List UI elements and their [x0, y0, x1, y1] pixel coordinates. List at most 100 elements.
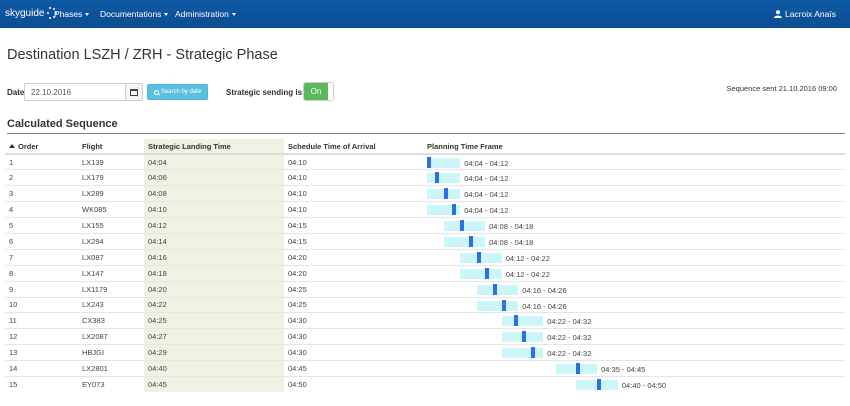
planning-time-frame-cell: 04:04 - 04:12: [423, 201, 845, 218]
strategic-landing-time-cell: 04:29: [144, 344, 284, 361]
schedule-time-of-arrival-cell: 04:30: [284, 328, 423, 345]
table-row[interactable]: 2 LX179 04:06 04:10 04:04 - 04:12: [5, 169, 845, 186]
time-frame-bar: [501, 316, 544, 327]
menu-phases-label: Phases: [54, 9, 83, 19]
planning-time-frame-cell: 04:22 - 04:32: [423, 312, 845, 329]
time-frame-bar: [443, 221, 486, 232]
order-cell: 7: [5, 248, 78, 266]
landing-time-marker: [451, 204, 456, 216]
flight-cell: LX294: [78, 232, 144, 250]
table-row[interactable]: 1 LX139 04:04 04:10 04:04 - 04:12: [5, 154, 845, 170]
planning-time-frame-cell: 04:40 - 04:50: [423, 375, 845, 393]
header-flight[interactable]: Flight: [78, 139, 144, 155]
schedule-time-of-arrival-cell: 04:45: [284, 360, 423, 377]
planning-time-frame-cell: 04:04 - 04:12: [423, 185, 845, 202]
menu-phases[interactable]: Phases: [54, 9, 90, 19]
skyguide-logo-icon: [47, 7, 58, 19]
search-by-date-button[interactable]: Search by date: [147, 84, 208, 100]
schedule-time-of-arrival-cell: 04:10: [284, 201, 423, 218]
toggle-handle: [328, 83, 333, 100]
time-frame-bar: [427, 205, 461, 216]
date-field[interactable]: [24, 83, 126, 101]
table-row[interactable]: 7 LX087 04:16 04:20 04:12 - 04:22: [5, 248, 845, 266]
strategic-landing-time-cell: 04:18: [144, 264, 284, 282]
time-frame-label: 04:08 - 04:18: [489, 237, 534, 247]
header-planning-time-frame[interactable]: Planning Time Frame: [423, 139, 845, 155]
table-row[interactable]: 12 LX2087 04:27 04:30 04:22 - 04:32: [5, 328, 845, 345]
date-label: Date: [7, 88, 25, 97]
brand[interactable]: skyguide: [5, 7, 58, 19]
table-row[interactable]: 14 LX2801 04:40 04:45 04:35 - 04:45: [5, 360, 845, 377]
time-frame-bar: [476, 300, 519, 311]
landing-time-marker: [576, 363, 581, 375]
order-cell: 3: [5, 185, 78, 202]
table-row[interactable]: 4 WK085 04:10 04:10 04:04 - 04:12: [5, 201, 845, 218]
table-row[interactable]: 8 LX147 04:18 04:20 04:12 - 04:22: [5, 264, 845, 282]
table-row[interactable]: 6 LX294 04:14 04:15 04:08 - 04:18: [5, 232, 845, 250]
menu-administration[interactable]: Administration: [175, 9, 236, 19]
table-row[interactable]: 15 EY073 04:45 04:50 04:40 - 04:50: [5, 375, 845, 393]
time-frame-bar: [460, 268, 502, 279]
flight-cell: WK085: [78, 201, 144, 218]
time-frame-label: 04:04 - 04:12: [464, 159, 509, 168]
landing-time-marker: [468, 235, 473, 247]
schedule-time-of-arrival-cell: 04:30: [284, 344, 423, 361]
planning-time-frame-cell: 04:16 - 04:26: [423, 296, 845, 313]
landing-time-marker: [443, 188, 448, 200]
header-schedule-time-of-arrival[interactable]: Schedule Time of Arrival: [284, 139, 423, 155]
schedule-time-of-arrival-cell: 04:15: [284, 232, 423, 250]
table-row[interactable]: 9 LX1179 04:20 04:25 04:16 - 04:26: [5, 280, 845, 298]
time-frame-bar: [427, 173, 461, 184]
table-row[interactable]: 11 CX383 04:25 04:30 04:22 - 04:32: [5, 312, 845, 329]
search-button-label: Search by date: [160, 89, 202, 95]
time-frame-bar: [476, 284, 519, 295]
sequence-sent-status: Sequence sent 21.10.2016 09:00: [726, 84, 837, 93]
time-frame-label: 04:12 - 04:22: [505, 269, 550, 279]
strategic-landing-time-cell: 04:12: [144, 217, 284, 234]
landing-time-marker: [476, 251, 481, 263]
landing-time-marker: [460, 220, 465, 232]
header-strategic-landing-time[interactable]: Strategic Landing Time: [144, 139, 284, 155]
time-frame-bar: [501, 348, 544, 359]
time-frame-label: 04:04 - 04:12: [464, 190, 509, 200]
table-row[interactable]: 3 LX289 04:08 04:10 04:04 - 04:12: [5, 185, 845, 202]
flight-cell: CX383: [78, 312, 144, 329]
menu-administration-label: Administration: [175, 9, 229, 19]
time-frame-label: 04:35 - 04:45: [601, 365, 646, 375]
table-row[interactable]: 13 HBJGI 04:29 04:30 04:22 - 04:32: [5, 344, 845, 361]
strategic-landing-time-cell: 04:10: [144, 201, 284, 218]
strategic-sending-toggle[interactable]: On: [303, 82, 334, 101]
order-cell: 10: [5, 296, 78, 313]
sort-ascending-icon: [9, 143, 15, 148]
planning-time-frame-cell: 04:22 - 04:32: [423, 328, 845, 345]
table-row[interactable]: 10 LX243 04:22 04:25 04:16 - 04:26: [5, 296, 845, 313]
top-navbar: skyguide Phases Documentations Administr…: [0, 0, 850, 28]
section-divider: [7, 133, 845, 134]
header-order[interactable]: Order: [5, 139, 78, 155]
chevron-down-icon: [231, 12, 236, 16]
order-cell: 6: [5, 232, 78, 250]
table-row[interactable]: 5 LX155 04:12 04:15 04:08 - 04:18: [5, 217, 845, 234]
order-cell: 2: [5, 169, 78, 186]
flight-cell: LX147: [78, 264, 144, 282]
time-frame-bar: [443, 236, 486, 247]
page-title: Destination LSZH / ZRH - Strategic Phase: [7, 47, 278, 63]
user-menu[interactable]: Lacroix Anaïs: [773, 9, 836, 19]
time-frame-label: 04:04 - 04:12: [464, 174, 509, 184]
schedule-time-of-arrival-cell: 04:15: [284, 217, 423, 234]
header-order-label: Order: [18, 141, 39, 151]
time-frame-label: 04:22 - 04:32: [547, 317, 592, 327]
time-frame-bar: [460, 252, 502, 263]
calendar-button[interactable]: [125, 83, 143, 101]
order-cell: 14: [5, 360, 78, 377]
menu-documentations[interactable]: Documentations: [100, 9, 169, 19]
strategic-landing-time-cell: 04:25: [144, 312, 284, 329]
flight-cell: LX155: [78, 217, 144, 234]
planning-time-frame-cell: 04:04 - 04:12: [423, 154, 845, 170]
order-cell: 9: [5, 280, 78, 298]
strategic-landing-time-cell: 04:40: [144, 360, 284, 377]
planning-time-frame-cell: 04:04 - 04:12: [423, 169, 845, 186]
time-frame-label: 04:16 - 04:26: [522, 301, 567, 311]
landing-time-marker: [522, 331, 527, 343]
toggle-on-label: On: [304, 83, 328, 100]
